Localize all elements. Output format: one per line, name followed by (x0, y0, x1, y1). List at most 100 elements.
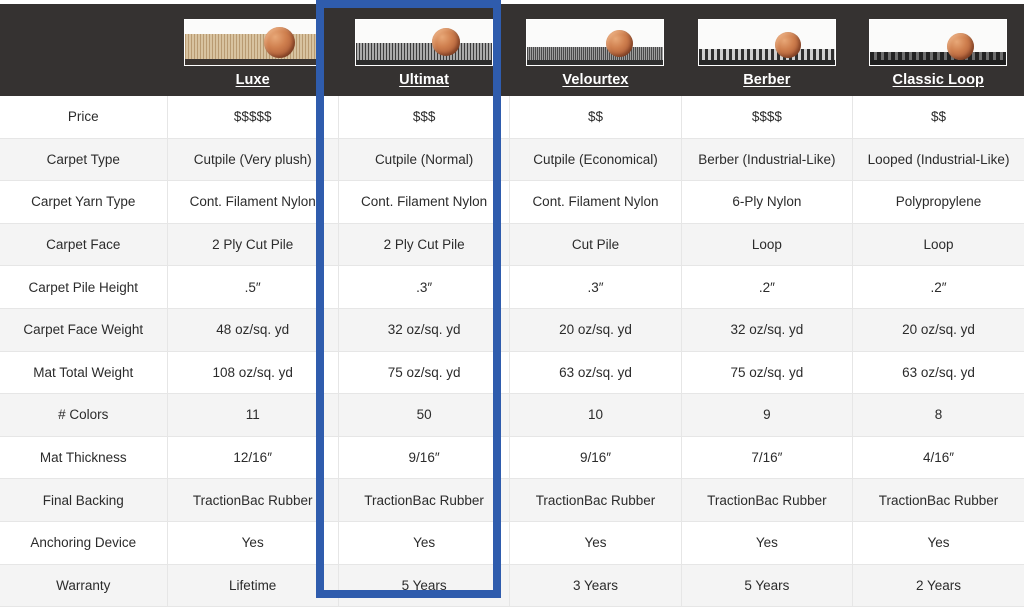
product-name-velourtex[interactable]: Velourtex (562, 72, 629, 88)
header-cell-ultimat: Ultimat (338, 4, 510, 96)
table-cell: $$$$ (681, 96, 854, 139)
row-label: Carpet Face (0, 223, 168, 267)
carpet-sample-classic-loop-icon (869, 19, 1008, 66)
table-cell: 8 (852, 393, 1024, 437)
carpet-sample-ultimat-icon (355, 19, 494, 66)
table-row: # Colors 11 50 10 9 8 (0, 393, 1024, 437)
row-label: Final Backing (0, 478, 168, 522)
row-label: Warranty (0, 564, 168, 607)
table-cell: 2 Ply Cut Pile (338, 223, 511, 267)
row-label: Anchoring Device (0, 521, 168, 565)
table-cell: Loop (681, 223, 854, 267)
table-cell: 2 Ply Cut Pile (167, 223, 339, 267)
row-label: Price (0, 96, 168, 139)
product-name-berber[interactable]: Berber (743, 72, 791, 88)
table-cell: 3 Years (509, 564, 682, 607)
table-cell: Cutpile (Economical) (509, 138, 682, 182)
table-cell: 63 oz/sq. yd (509, 351, 682, 395)
row-label: # Colors (0, 393, 168, 437)
product-name-ultimat[interactable]: Ultimat (399, 72, 449, 88)
table-row: Carpet Face Weight 48 oz/sq. yd 32 oz/sq. … (0, 308, 1024, 352)
table-cell: 9/16″ (338, 436, 511, 480)
table-cell: 20 oz/sq. yd (852, 308, 1024, 352)
table-cell: 32 oz/sq. yd (681, 308, 854, 352)
table-body: Price $$$$$ $$$ $$ $$$$ $$ Carpet Type Cutpile … (0, 96, 1024, 607)
table-cell: 20 oz/sq. yd (509, 308, 682, 352)
product-name-classic-loop[interactable]: Classic Loop (892, 72, 984, 88)
header-cell-berber: Berber (681, 4, 853, 96)
table-row: Mat Total Weight 108 oz/sq. yd 75 oz/sq. y… (0, 351, 1024, 395)
table-cell: 32 oz/sq. yd (338, 308, 511, 352)
table-cell: Cont. Filament Nylon (338, 180, 511, 224)
table-row: Mat Thickness 12/16″ 9/16″ 9/16″ 7/16″ 4/16″ (0, 436, 1024, 480)
table-cell: 4/16″ (852, 436, 1024, 480)
table-cell: 5 Years (681, 564, 854, 607)
header-cell-velourtex: Velourtex (509, 4, 682, 96)
table-cell: 7/16″ (681, 436, 854, 480)
table-cell: Cont. Filament Nylon (509, 180, 682, 224)
row-label: Mat Total Weight (0, 351, 168, 395)
table-header: Luxe Ultimat (0, 4, 1024, 96)
table-cell: Yes (852, 521, 1024, 565)
table-cell: TractionBac Rubber (338, 478, 511, 522)
table-cell: 50 (338, 393, 511, 437)
table-cell: 108 oz/sq. yd (167, 351, 339, 395)
table-row: Warranty Lifetime 5 Years 3 Years 5 Years 2 Y… (0, 564, 1024, 607)
table-cell: Loop (852, 223, 1024, 267)
table-cell: Lifetime (167, 564, 339, 607)
row-label: Carpet Type (0, 138, 168, 182)
table-cell: 9 (681, 393, 854, 437)
table-row: Final Backing TractionBac Rubber TractionB… (0, 478, 1024, 522)
row-label: Mat Thickness (0, 436, 168, 480)
table-cell: 5 Years (338, 564, 511, 607)
table-cell: 10 (509, 393, 682, 437)
table-cell: 9/16″ (509, 436, 682, 480)
carpet-sample-luxe-icon (183, 19, 322, 66)
table-cell: 75 oz/sq. yd (338, 351, 511, 395)
table-cell: Looped (Industrial-Like) (852, 138, 1024, 182)
table-cell: Yes (509, 521, 682, 565)
table-row: Carpet Type Cutpile (Very plush) Cutpile (… (0, 138, 1024, 182)
table-cell: Cut Pile (509, 223, 682, 267)
table-cell: $$ (509, 96, 682, 139)
table-cell: 75 oz/sq. yd (681, 351, 854, 395)
table-cell: Cutpile (Very plush) (167, 138, 339, 182)
header-cell-classic-loop: Classic Loop (852, 4, 1024, 96)
carpet-sample-velourtex-icon (526, 19, 665, 66)
product-name-luxe[interactable]: Luxe (235, 72, 270, 88)
table-cell: .3″ (338, 265, 511, 309)
table-cell: .2″ (681, 265, 854, 309)
table-cell: 48 oz/sq. yd (167, 308, 339, 352)
table-row: Carpet Pile Height .5″ .3″ .3″ .2″ .2″ (0, 265, 1024, 309)
carpet-sample-berber-icon (697, 19, 836, 66)
table-row: Carpet Face 2 Ply Cut Pile 2 Ply Cut Pile C… (0, 223, 1024, 267)
product-comparison-table: Luxe Ultimat (0, 4, 1024, 607)
table-cell: TractionBac Rubber (681, 478, 854, 522)
table-row: Anchoring Device Yes Yes Yes Yes Yes (0, 521, 1024, 565)
table-cell: 11 (167, 393, 339, 437)
table-row: Carpet Yarn Type Cont. Filament Nylon Cont… (0, 180, 1024, 224)
table-cell: Yes (338, 521, 511, 565)
table-cell: Yes (681, 521, 854, 565)
row-label: Carpet Yarn Type (0, 180, 168, 224)
table-cell: .2″ (852, 265, 1024, 309)
table-cell: Berber (Industrial-Like) (681, 138, 854, 182)
table-cell: Cutpile (Normal) (338, 138, 511, 182)
table-cell: TractionBac Rubber (852, 478, 1024, 522)
table-cell: $$$ (338, 96, 511, 139)
table-cell: Polypropylene (852, 180, 1024, 224)
table-cell: .5″ (167, 265, 339, 309)
table-cell: TractionBac Rubber (167, 478, 339, 522)
table-cell: TractionBac Rubber (509, 478, 682, 522)
table-cell: Cont. Filament Nylon (167, 180, 339, 224)
table-header-row: Luxe Ultimat (0, 4, 1024, 96)
row-label: Carpet Face Weight (0, 308, 168, 352)
row-label: Carpet Pile Height (0, 265, 168, 309)
table-cell: 63 oz/sq. yd (852, 351, 1024, 395)
header-cell-empty (0, 4, 167, 96)
table-cell: 2 Years (852, 564, 1024, 607)
table-cell: 12/16″ (167, 436, 339, 480)
table-cell: $$ (852, 96, 1024, 139)
table-cell: 6-Ply Nylon (681, 180, 854, 224)
